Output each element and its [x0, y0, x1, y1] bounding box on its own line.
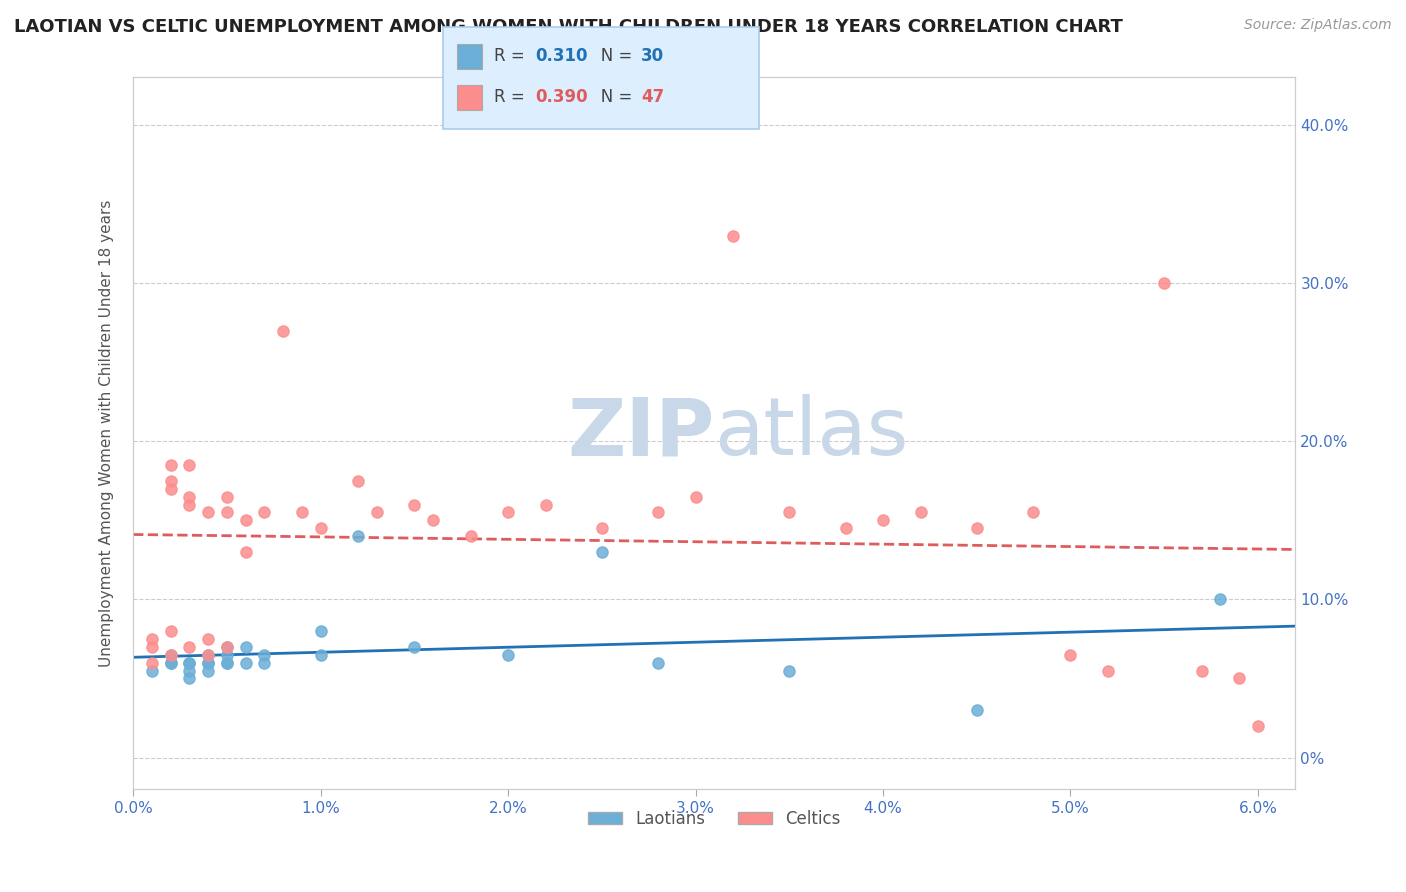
Point: [179, 490, 201, 504]
Point: [591, 521, 613, 535]
Point: [347, 474, 370, 488]
Point: [1059, 648, 1081, 662]
Point: [253, 648, 276, 662]
Text: ZIP: ZIP: [567, 394, 714, 473]
Point: [1191, 664, 1213, 678]
Text: 0.310: 0.310: [536, 47, 588, 65]
Text: R =: R =: [494, 47, 530, 65]
Point: [179, 458, 201, 472]
Point: [778, 664, 800, 678]
Text: 47: 47: [641, 88, 665, 106]
Point: [197, 656, 219, 670]
Point: [291, 505, 314, 519]
Text: N =: N =: [585, 47, 637, 65]
Point: [197, 648, 219, 662]
Point: [422, 513, 444, 527]
Point: [366, 505, 388, 519]
Text: atlas: atlas: [714, 394, 908, 473]
Point: [159, 482, 181, 496]
Point: [179, 664, 201, 678]
Point: [197, 505, 219, 519]
Y-axis label: Unemployment Among Women with Children Under 18 years: Unemployment Among Women with Children U…: [100, 200, 114, 667]
Text: LAOTIAN VS CELTIC UNEMPLOYMENT AMONG WOMEN WITH CHILDREN UNDER 18 YEARS CORRELAT: LAOTIAN VS CELTIC UNEMPLOYMENT AMONG WOM…: [14, 18, 1123, 36]
Point: [1022, 505, 1045, 519]
Point: [235, 656, 257, 670]
Point: [215, 640, 238, 654]
Point: [141, 632, 163, 646]
Point: [778, 505, 800, 519]
Point: [309, 648, 332, 662]
Point: [197, 664, 219, 678]
Point: [215, 656, 238, 670]
Point: [1153, 276, 1175, 290]
Point: [496, 505, 519, 519]
Point: [721, 228, 744, 243]
Text: 0.390: 0.390: [536, 88, 588, 106]
Point: [215, 490, 238, 504]
Point: [179, 498, 201, 512]
Point: [159, 656, 181, 670]
Point: [179, 672, 201, 686]
Text: N =: N =: [585, 88, 637, 106]
Point: [404, 498, 426, 512]
Point: [197, 656, 219, 670]
Point: [253, 505, 276, 519]
Point: [1097, 664, 1119, 678]
Point: [910, 505, 932, 519]
Point: [591, 545, 613, 559]
Point: [966, 521, 988, 535]
Point: [1209, 592, 1232, 607]
Text: 30: 30: [641, 47, 664, 65]
Point: [647, 656, 669, 670]
Point: [872, 513, 894, 527]
Legend: Laotians, Celtics: Laotians, Celtics: [582, 803, 846, 834]
Point: [159, 458, 181, 472]
Point: [215, 648, 238, 662]
Point: [197, 632, 219, 646]
Point: [179, 656, 201, 670]
Point: [404, 640, 426, 654]
Point: [460, 529, 482, 543]
Point: [309, 624, 332, 638]
Point: [834, 521, 856, 535]
Text: Source: ZipAtlas.com: Source: ZipAtlas.com: [1244, 18, 1392, 32]
Point: [159, 624, 181, 638]
Point: [966, 703, 988, 717]
Point: [159, 474, 181, 488]
Point: [197, 648, 219, 662]
Point: [271, 324, 294, 338]
Point: [534, 498, 557, 512]
Point: [215, 640, 238, 654]
Point: [141, 640, 163, 654]
Point: [159, 648, 181, 662]
Point: [141, 656, 163, 670]
Point: [141, 664, 163, 678]
Point: [159, 648, 181, 662]
Text: R =: R =: [494, 88, 530, 106]
Point: [685, 490, 707, 504]
Point: [235, 545, 257, 559]
Point: [159, 656, 181, 670]
Point: [309, 521, 332, 535]
Point: [253, 656, 276, 670]
Point: [179, 656, 201, 670]
Point: [235, 513, 257, 527]
Point: [1227, 672, 1250, 686]
Point: [1247, 719, 1270, 733]
Point: [647, 505, 669, 519]
Point: [215, 505, 238, 519]
Point: [179, 640, 201, 654]
Point: [215, 656, 238, 670]
Point: [496, 648, 519, 662]
Point: [347, 529, 370, 543]
Point: [235, 640, 257, 654]
